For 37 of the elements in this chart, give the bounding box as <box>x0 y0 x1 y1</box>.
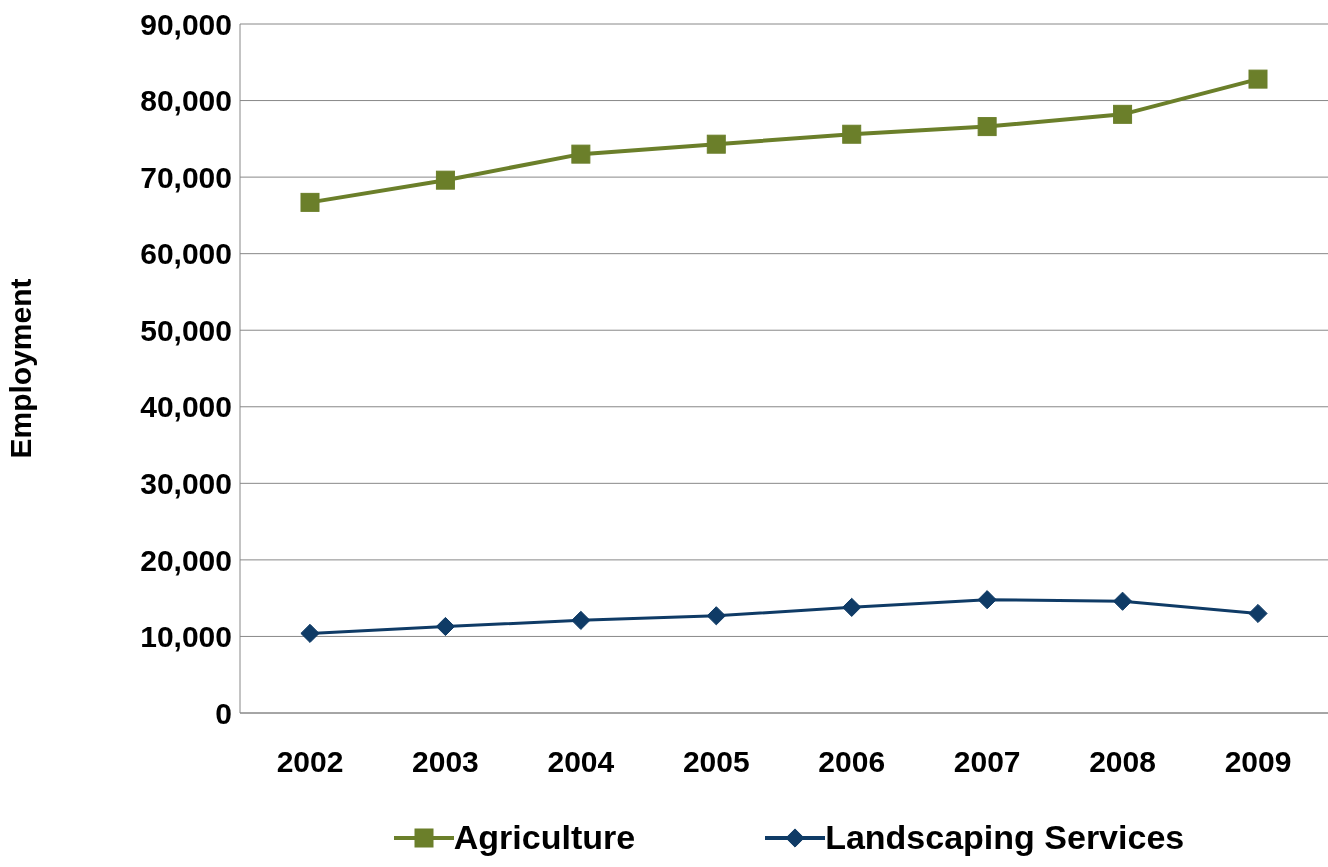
point <box>300 192 320 212</box>
x-tick-label: 2005 <box>682 745 750 779</box>
y-tick-label: 10,000 <box>140 620 232 654</box>
legend-label: Landscaping Services <box>825 818 1185 857</box>
y-tick-label: 0 <box>215 696 232 730</box>
y-tick-label: 20,000 <box>140 543 232 577</box>
point <box>300 623 320 643</box>
point <box>1248 69 1268 89</box>
y-tick-label: 70,000 <box>140 160 232 194</box>
y-axis-title: Employment <box>3 278 37 459</box>
point <box>1248 603 1268 624</box>
y-tick-label: 60,000 <box>140 237 232 271</box>
point <box>842 124 862 144</box>
y-tick-label: 50,000 <box>140 313 232 347</box>
x-tick-label: 2009 <box>1224 745 1292 779</box>
x-tick-label: 2004 <box>547 745 615 779</box>
point <box>1112 591 1133 611</box>
y-tick-label: 90,000 <box>140 7 232 41</box>
point <box>977 590 997 610</box>
x-tick-label: 2006 <box>818 745 886 779</box>
legend-label: Agriculture <box>453 818 636 857</box>
x-tick-label: 2007 <box>953 745 1021 779</box>
point <box>435 170 455 190</box>
point <box>571 610 591 630</box>
x-tick-label: 2002 <box>276 745 344 779</box>
point <box>1113 104 1133 124</box>
point <box>977 117 997 137</box>
y-tick-label: 30,000 <box>140 466 232 500</box>
x-tick-label: 2003 <box>412 745 479 779</box>
point <box>435 616 456 637</box>
y-tick-label: 80,000 <box>140 84 232 118</box>
point <box>706 134 726 154</box>
point <box>842 597 862 617</box>
y-tick-label: 40,000 <box>140 390 232 424</box>
x-tick-label: 2008 <box>1089 745 1156 779</box>
point <box>706 606 726 626</box>
point <box>571 144 591 164</box>
